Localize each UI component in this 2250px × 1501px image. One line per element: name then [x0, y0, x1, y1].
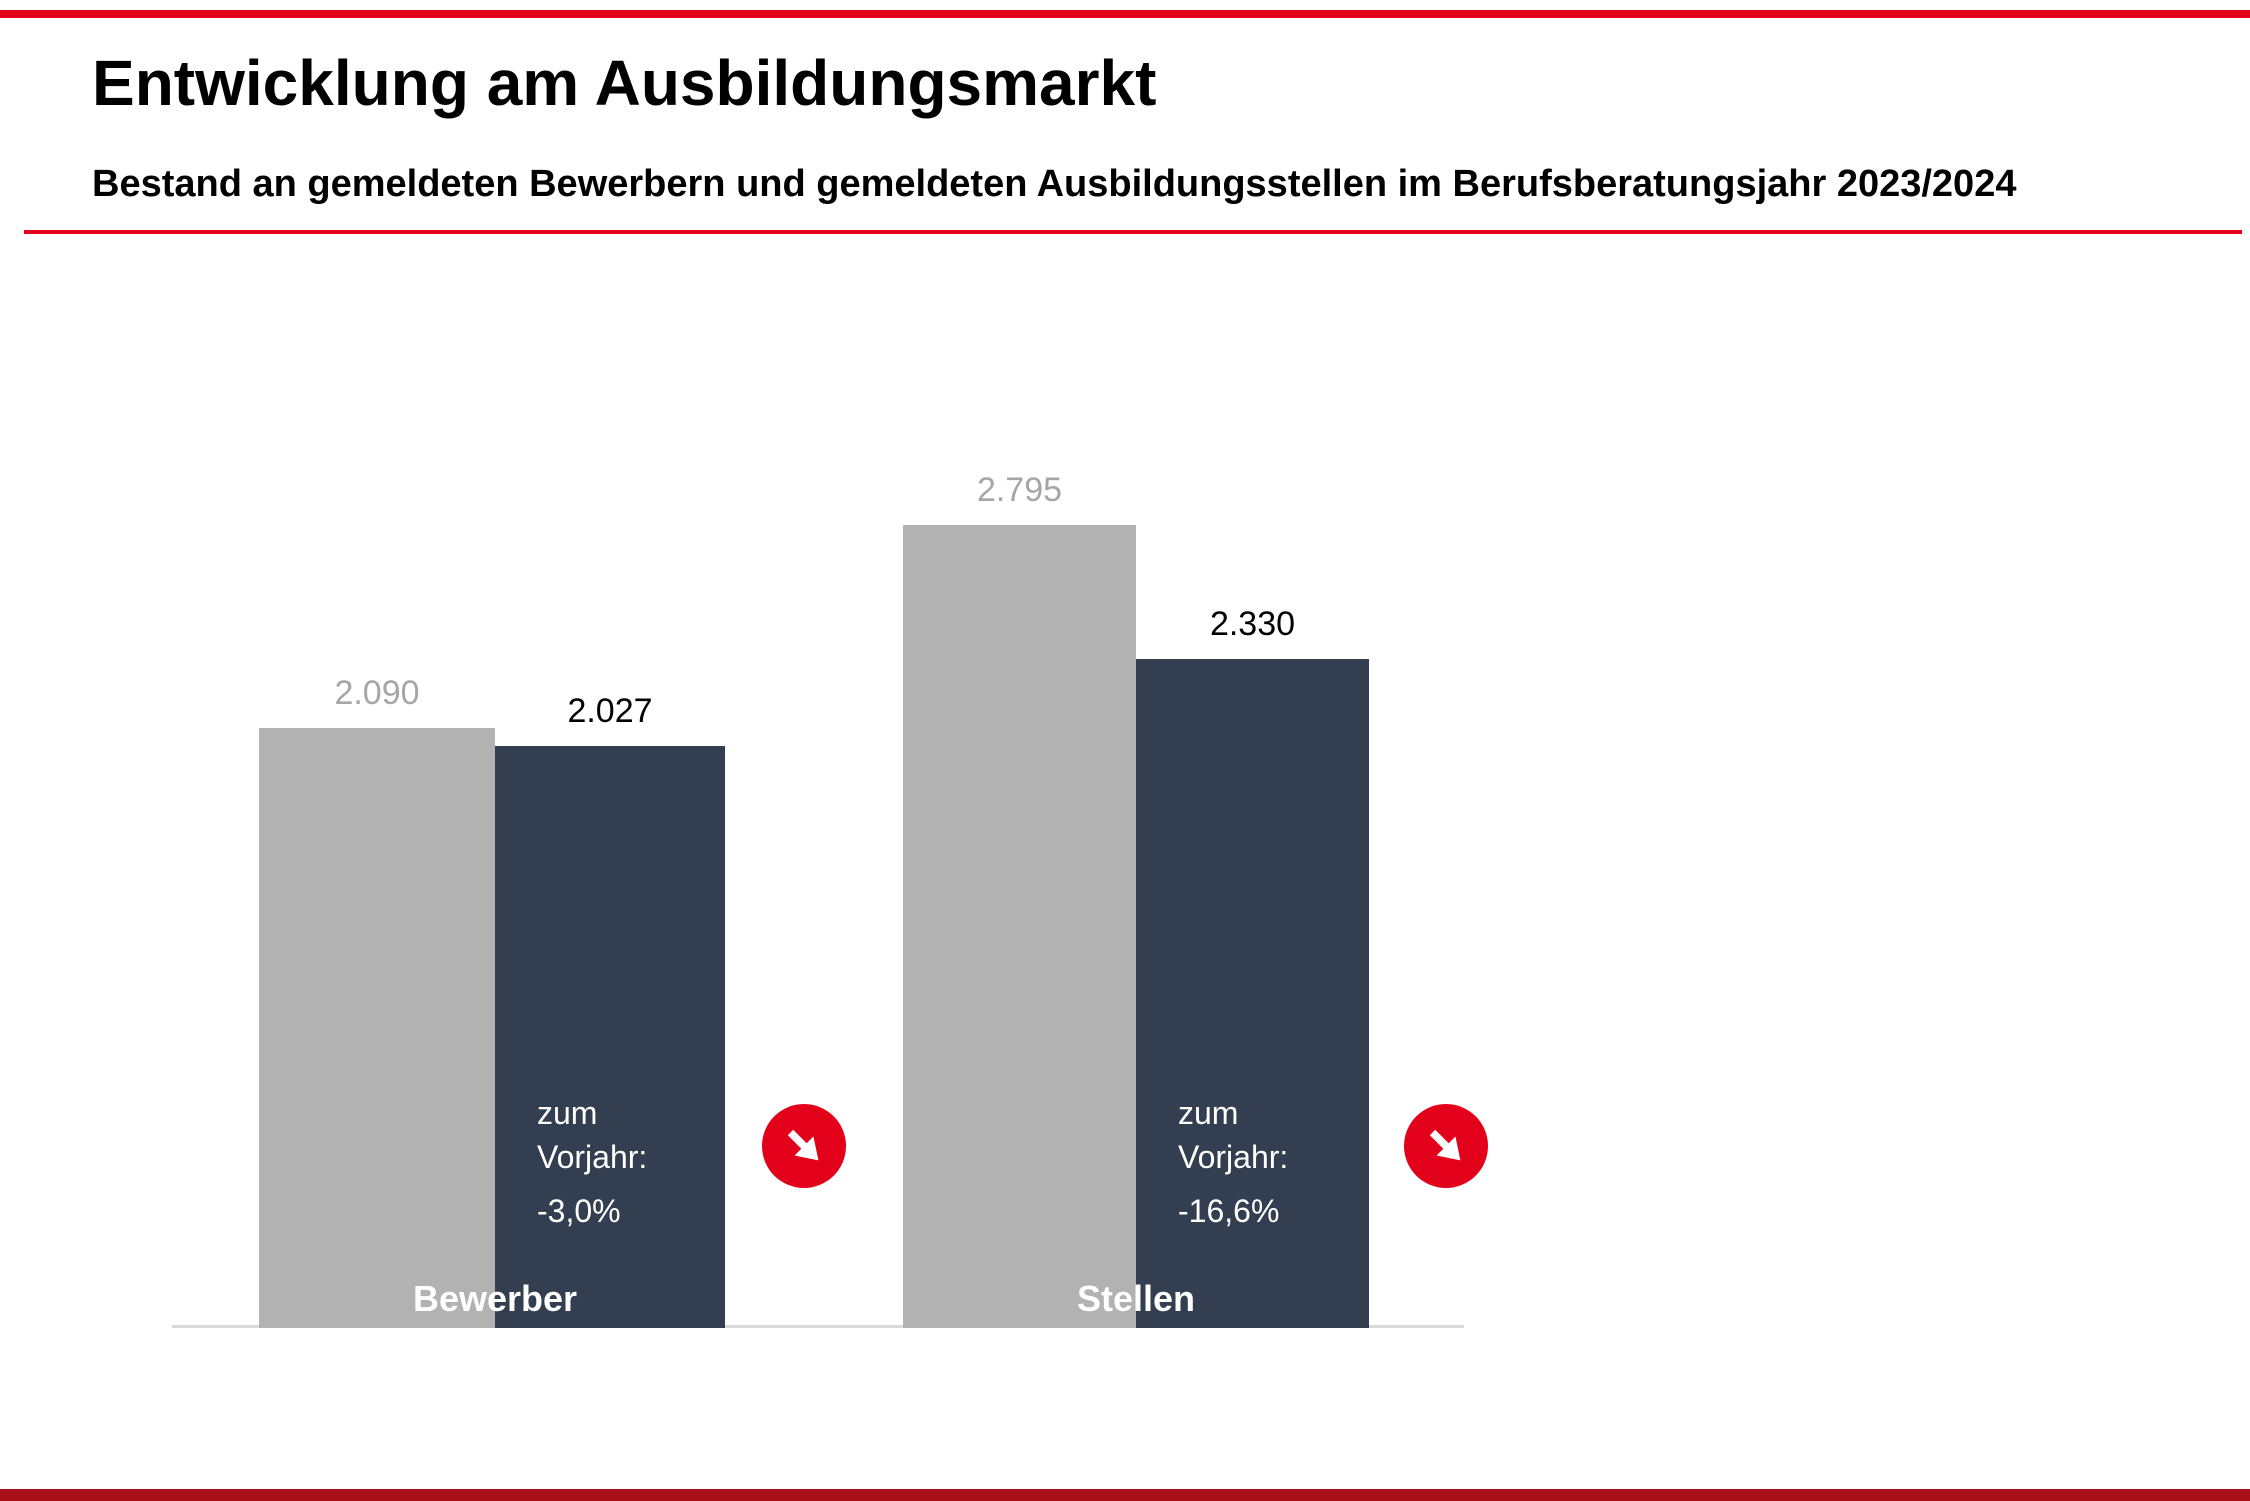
annotation-stellen: zum Vorjahr: -16,6% — [1178, 1091, 1356, 1233]
category-label-bewerber: Bewerber — [412, 1278, 578, 1319]
bar-stellen-aktuell: 2.330 zum Vorjahr: -16,6% — [1136, 605, 1369, 1328]
annotation-bewerber: zum Vorjahr: -3,0% — [537, 1091, 715, 1233]
bar-stellen-vorjahr: 2.795 — [903, 471, 1136, 1328]
subtitle-rule — [24, 230, 2242, 234]
page-title: Entwicklung am Ausbildungsmarkt — [92, 47, 1157, 119]
bar-bewerber-vorjahr: 2.090 — [259, 674, 495, 1328]
value-label-bewerber-aktuell: 2.027 — [567, 692, 653, 730]
bottom-accent-rule — [0, 1489, 2250, 1501]
trend-badge-stellen — [1404, 1104, 1488, 1188]
x-axis-line — [172, 1325, 1464, 1328]
value-label-bewerber-vorjahr: 2.090 — [334, 674, 420, 712]
page-subtitle: Bestand an gemeldeten Bewerbern und geme… — [92, 163, 2017, 205]
arrow-down-right-icon — [1429, 1129, 1461, 1161]
top-accent-rule — [0, 10, 2250, 18]
arrow-down-right-icon — [787, 1129, 819, 1161]
category-label-stellen: Stellen — [1076, 1278, 1196, 1319]
annotation-bewerber-label: zum Vorjahr: — [537, 1094, 648, 1175]
bar-chart: 2.090 2.027 zum Vorjahr: -3,0% 2.795 2.3… — [172, 400, 1488, 1328]
bar-bewerber-aktuell: 2.027 zum Vorjahr: -3,0% — [495, 692, 725, 1328]
annotation-stellen-value: -16,6% — [1178, 1192, 1280, 1229]
annotation-bewerber-value: -3,0% — [537, 1192, 621, 1229]
value-label-stellen-aktuell: 2.330 — [1209, 605, 1296, 643]
trend-badge-bewerber — [762, 1104, 846, 1188]
value-label-stellen-vorjahr: 2.795 — [976, 471, 1063, 509]
annotation-stellen-label: zum Vorjahr: — [1178, 1094, 1289, 1175]
